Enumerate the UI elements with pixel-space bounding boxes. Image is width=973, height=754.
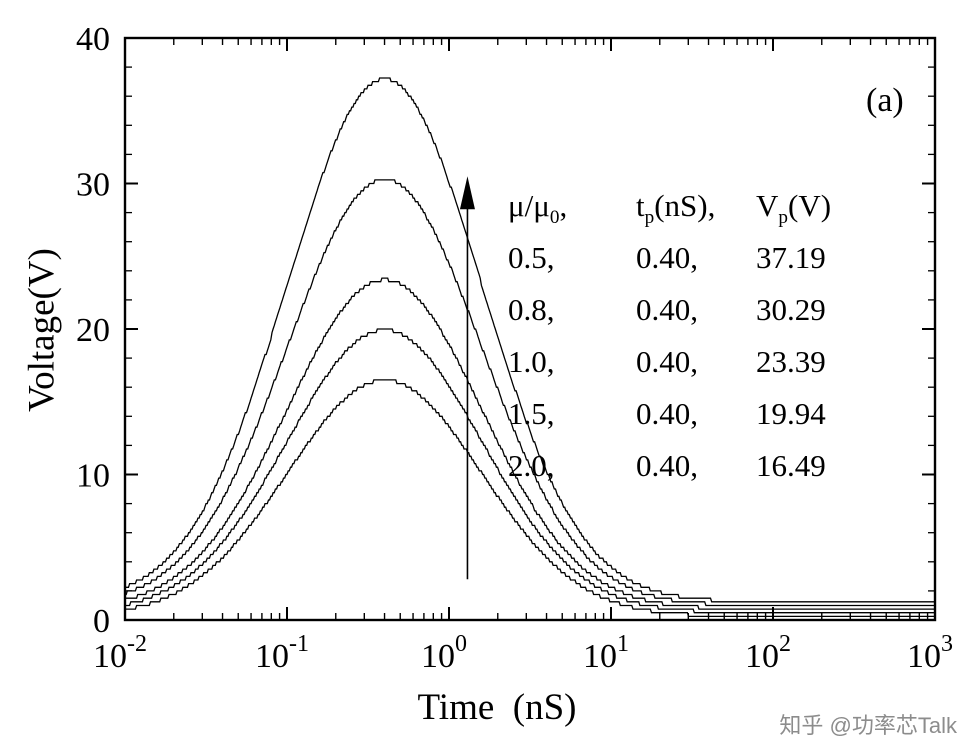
x-tick-label: 101 [583, 631, 629, 675]
legend-row: 1.5, 0.40, 19.94 [508, 388, 831, 440]
plot-frame [123, 36, 937, 622]
legend-header-tp-sub: p [644, 207, 655, 229]
legend-cell-vp: 23.39 [756, 344, 826, 379]
series-curve [125, 179, 935, 607]
y-axis-label: Voltage(V) [21, 248, 63, 412]
x-tick-label: 10-1 [255, 631, 309, 675]
legend-cell-vp: 19.94 [756, 396, 826, 431]
legend-cell-tp: 0.40, [636, 292, 698, 327]
y-tick-label: 40 [76, 21, 110, 58]
series-curve [125, 328, 935, 614]
legend: μ/μ0, tp(nS), Vp(V) 0.5, 0.40, 37.19 0.8… [508, 180, 831, 492]
y-tick-label: 20 [76, 312, 110, 349]
watermark: 知乎 @功率芯Talk [779, 713, 957, 738]
legend-header: μ/μ0, tp(nS), Vp(V) [508, 180, 831, 232]
legend-row: 1.0, 0.40, 23.39 [508, 336, 831, 388]
y-tick-label: 10 [76, 458, 110, 495]
legend-header-vp-rest: (V) [788, 188, 832, 223]
x-tick-label: 100 [421, 631, 467, 675]
legend-header-tp-rest: (nS), [654, 188, 716, 223]
legend-cell-tp: 0.40, [636, 344, 698, 379]
series-curve [125, 277, 935, 610]
legend-cell-tp: 0.40, [636, 448, 698, 483]
series-curve [125, 379, 935, 618]
legend-row: 0.5, 0.40, 37.19 [508, 232, 831, 284]
legend-header-mu-sub: 0 [549, 207, 560, 229]
x-tick-label: 103 [907, 631, 953, 675]
legend-cell-tp: 0.40, [636, 240, 698, 275]
legend-header-mu-rest: , [559, 188, 568, 223]
legend-cell-mu: 0.5, [508, 240, 555, 275]
legend-header-vp-sub: p [778, 207, 788, 229]
legend-cell-mu: 1.5, [508, 396, 555, 431]
legend-header-vp: Vp(V) [756, 180, 831, 232]
y-tick-label: 30 [76, 167, 110, 204]
legend-cell-vp: 30.29 [756, 292, 826, 327]
x-axis-label: Time (nS) [417, 687, 577, 728]
legend-cell-vp: 16.49 [756, 448, 826, 483]
trend-arrow-head [459, 176, 475, 210]
panel-label: (a) [866, 82, 904, 119]
legend-row: 2.0, 0.40, 16.49 [508, 440, 831, 492]
x-tick-label: 102 [745, 631, 791, 675]
legend-header-mu: μ/μ0, [508, 180, 636, 232]
series-curve [125, 77, 935, 603]
legend-header-vp-main: V [756, 188, 779, 223]
legend-cell-vp: 37.19 [756, 240, 826, 275]
legend-cell-mu: 2.0, [508, 448, 555, 483]
legend-header-mu-main: μ/μ [508, 188, 550, 223]
legend-row: 0.8, 0.40, 30.29 [508, 284, 831, 336]
legend-cell-mu: 0.8, [508, 292, 555, 327]
legend-cell-tp: 0.40, [636, 396, 698, 431]
legend-cell-mu: 1.0, [508, 344, 555, 379]
y-tick-label: 0 [93, 603, 110, 640]
legend-header-tp-main: t [636, 188, 645, 223]
x-tick-label: 10-2 [93, 631, 147, 675]
legend-header-tp: tp(nS), [636, 180, 756, 232]
